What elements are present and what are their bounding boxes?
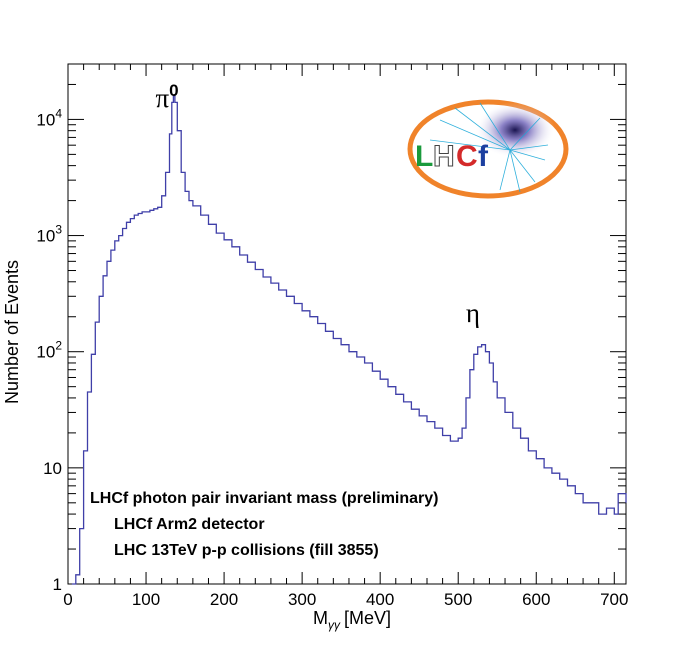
logo-letter-c: C <box>456 140 478 173</box>
x-axis-title: Mγγ [MeV] <box>313 608 391 632</box>
y-tick-label: 103 <box>36 223 62 246</box>
series-line <box>71 95 627 585</box>
plot-frame <box>67 63 627 585</box>
info-line-3: LHC 13TeV p-p collisions (fill 3855) <box>114 542 379 559</box>
pi0-peak-label-main: π <box>155 83 169 113</box>
y-tick-label: 10 <box>43 459 62 478</box>
y-tick-label: 1 <box>53 575 62 594</box>
logo-letter-l: L <box>415 140 433 173</box>
x-tick-label: 500 <box>444 590 472 609</box>
eta-peak-label: η <box>466 298 480 328</box>
info-line-1: LHCf photon pair invariant mass (prelimi… <box>90 490 439 507</box>
x-tick-label: 200 <box>210 590 238 609</box>
x-tick-label: 300 <box>288 590 316 609</box>
x-tick-label: 0 <box>63 590 72 609</box>
x-tick-label: 100 <box>132 590 160 609</box>
x-axis-title-sub: γγ <box>328 618 341 632</box>
y-axis-ticks: 1 10 102 103 104 <box>36 63 626 594</box>
lhcf-logo: L H C f <box>407 99 569 199</box>
x-tick-label: 400 <box>366 590 394 609</box>
x-axis-title-unit: [MeV] <box>344 608 391 628</box>
x-axis-title-main: M <box>313 608 328 628</box>
info-line-2: LHCf Arm2 detector <box>114 516 265 533</box>
x-axis-ticks: 0 100 200 300 400 500 600 700 <box>63 64 628 609</box>
logo-letter-f: f <box>478 140 489 173</box>
y-axis-title: Number of Events <box>2 260 22 404</box>
pi0-peak-label: π0 <box>155 81 178 113</box>
y-tick-label: 104 <box>36 106 62 129</box>
logo-rays <box>429 102 549 193</box>
pi0-peak-label-sup: 0 <box>169 81 178 100</box>
logo-letter-h: H <box>433 140 455 173</box>
x-tick-label: 600 <box>522 590 550 609</box>
series-group <box>71 95 627 585</box>
x-tick-label: 700 <box>600 590 628 609</box>
y-tick-label: 102 <box>36 339 62 362</box>
